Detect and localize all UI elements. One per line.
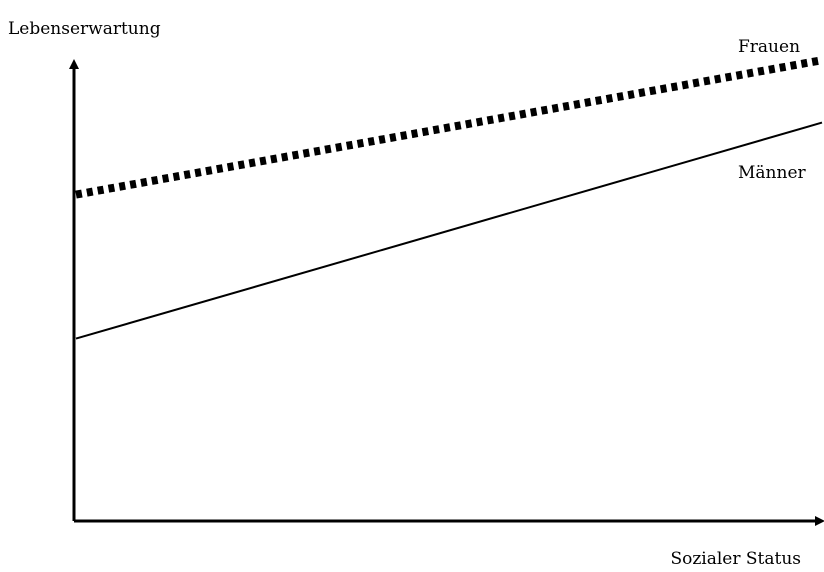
- y-axis-label: Lebenserwartung: [8, 19, 161, 39]
- series-label-maenner: Männer: [738, 163, 807, 183]
- series-line-frauen: [75, 56, 823, 199]
- x-axis-label: Sozialer Status: [670, 549, 801, 569]
- series-layer: [75, 56, 823, 340]
- series-label-frauen: Frauen: [738, 37, 800, 57]
- series-line-maenner: [75, 121, 823, 340]
